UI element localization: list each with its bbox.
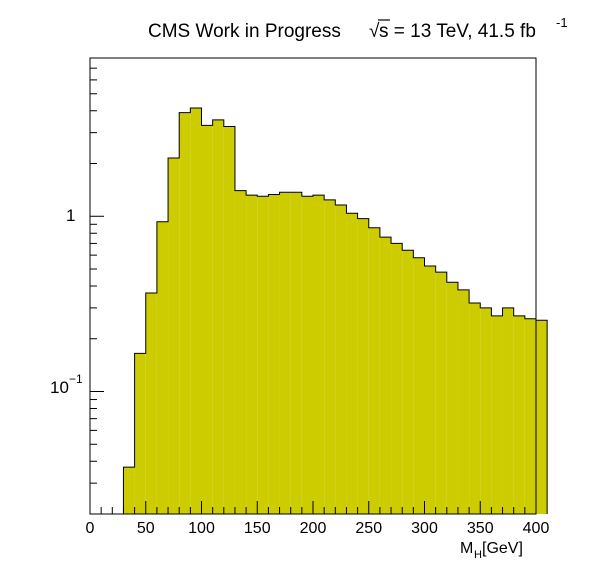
histogram-bar	[491, 315, 503, 514]
x-tick-label: 350	[467, 520, 494, 537]
histogram-bar	[179, 112, 191, 515]
histogram-bar	[536, 320, 548, 514]
histogram-bar	[201, 125, 213, 514]
y-tick-label-1: 1	[66, 206, 75, 225]
histogram-bar	[234, 190, 247, 515]
y-axis-labels: 1 10 −1	[50, 206, 83, 397]
histogram-bar	[457, 289, 470, 514]
histogram-bar	[391, 243, 403, 514]
histogram-outline	[122, 107, 548, 514]
histogram-bar	[513, 315, 525, 514]
histogram-bar	[413, 257, 425, 514]
x-axis-title-unit: [GeV]	[482, 540, 523, 557]
histogram-bar	[324, 199, 336, 515]
histogram-bar	[446, 282, 458, 514]
title-lumi-exponent: -1	[556, 15, 568, 30]
histogram-bar	[223, 126, 235, 514]
histogram-bar	[469, 302, 481, 514]
histogram-bar	[502, 307, 514, 514]
title-experiment: CMS Work in Progress	[148, 21, 341, 42]
x-tick-label: 400	[523, 520, 550, 537]
histogram-bars	[123, 107, 548, 515]
x-axis-title: M H [GeV]	[460, 540, 523, 561]
x-tick-label: 200	[300, 520, 327, 537]
title-energy-lumi: s = 13 TeV, 41.5 fb	[379, 21, 536, 42]
histogram-bar	[257, 196, 269, 514]
x-tick-label: 50	[137, 520, 155, 537]
y-axis-ticks	[90, 57, 104, 515]
histogram-bar	[357, 218, 369, 514]
x-axis-title-main: M	[460, 540, 473, 557]
histogram-bar	[212, 119, 224, 514]
x-tick-label: 0	[86, 520, 95, 537]
histogram-bar	[524, 318, 536, 514]
histogram-bar	[190, 107, 202, 514]
x-axis-title-subscript: H	[474, 549, 482, 561]
histogram-bar	[480, 307, 492, 514]
y-tick-label-0p1-base: 10	[50, 378, 69, 397]
x-tick-label: 250	[355, 520, 382, 537]
histogram-bar	[402, 250, 414, 515]
histogram-bar	[134, 353, 146, 514]
chart-title: CMS Work in Progress √ s = 13 TeV, 41.5 …	[148, 15, 568, 42]
histogram-bar	[379, 237, 392, 515]
histogram-bar	[301, 196, 313, 514]
histogram-bar	[313, 195, 325, 514]
histogram-bar	[435, 272, 447, 514]
histogram-bar	[145, 292, 157, 514]
histogram-bar	[346, 213, 358, 514]
histogram-bar	[279, 192, 291, 515]
y-tick-label-0p1-exponent: −1	[69, 372, 83, 386]
x-axis-ticks: 0 50 100 150 200 250 300 350 400	[86, 501, 550, 537]
x-tick-label: 150	[244, 520, 271, 537]
histogram-bar	[424, 266, 436, 514]
x-tick-label: 300	[411, 520, 438, 537]
x-tick-label: 100	[188, 520, 215, 537]
histogram-bar	[368, 227, 380, 514]
histogram-bar	[246, 195, 258, 514]
histogram-bar	[156, 221, 169, 514]
histogram-bar	[268, 194, 280, 514]
title-sqrt-symbol: √	[369, 21, 380, 42]
histogram-bar	[335, 204, 347, 514]
histogram-bar	[168, 158, 180, 514]
histogram-bar	[123, 467, 135, 514]
histogram-bar	[290, 192, 302, 515]
